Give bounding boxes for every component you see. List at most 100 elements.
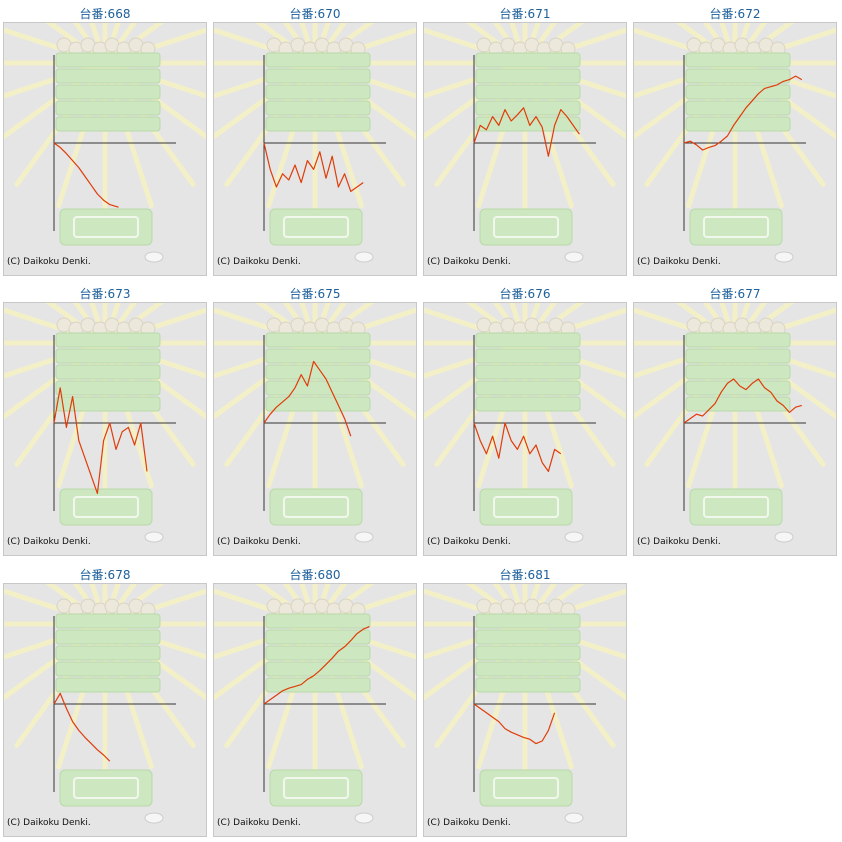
machine-number-link[interactable]: 台番:671	[499, 7, 551, 21]
box-decoration	[265, 100, 371, 116]
tray-inner-decoration	[283, 216, 349, 238]
ray-decoration	[732, 303, 768, 346]
ray-decoration	[102, 340, 154, 489]
graph-panel[interactable]: (C) Daikoku Denki.	[423, 302, 627, 556]
box-decoration	[265, 396, 371, 412]
tray-inner-decoration	[703, 496, 769, 518]
graph-card[interactable]: 台番:671 (C) Daikoku Denki.	[423, 0, 627, 276]
box-decoration	[265, 364, 371, 380]
graph-panel[interactable]: (C) Daikoku Denki.	[423, 22, 627, 276]
graph-panel[interactable]: (C) Daikoku Denki.	[423, 583, 627, 837]
box-decoration	[265, 380, 371, 396]
tray-inner-decoration	[73, 496, 139, 518]
copyright-text: (C) Daikoku Denki.	[427, 818, 511, 828]
ray-decoration	[102, 303, 138, 346]
copyright-text: (C) Daikoku Denki.	[217, 257, 301, 267]
box-decoration	[55, 396, 161, 412]
graph-panel[interactable]: (C) Daikoku Denki.	[3, 583, 207, 837]
tray-inner-decoration	[493, 777, 559, 799]
machine-number-link[interactable]: 台番:681	[499, 568, 551, 582]
ray-decoration	[719, 23, 738, 66]
background-illustration	[214, 584, 416, 824]
ray-decoration	[522, 584, 558, 627]
line-chart	[424, 303, 626, 543]
box-decoration	[685, 396, 791, 412]
machine-number-link[interactable]: 台番:676	[499, 287, 551, 301]
graph-panel[interactable]: (C) Daikoku Denki.	[213, 22, 417, 276]
box-decoration	[55, 332, 161, 348]
ray-decoration	[102, 584, 138, 627]
ray-decoration	[299, 23, 318, 66]
graph-card[interactable]: 台番:676 (C) Daikoku Denki.	[423, 280, 627, 556]
series-line	[53, 142, 119, 208]
graph-card[interactable]: 台番:672 (C) Daikoku Denki.	[633, 0, 837, 276]
series-line	[473, 107, 580, 157]
line-chart	[634, 23, 836, 263]
ray-decoration	[312, 621, 364, 770]
graph-panel[interactable]: (C) Daikoku Denki.	[3, 302, 207, 556]
ray-decoration	[509, 303, 528, 346]
coin-decoration	[354, 812, 374, 824]
box-decoration	[685, 364, 791, 380]
graph-card[interactable]: 台番:670 (C) Daikoku Denki.	[213, 0, 417, 276]
ray-decoration	[509, 23, 528, 66]
graph-panel[interactable]: (C) Daikoku Denki.	[3, 22, 207, 276]
tray-inner-decoration	[283, 496, 349, 518]
ray-decoration	[522, 340, 574, 489]
tray-inner-decoration	[493, 216, 559, 238]
coin-decoration	[144, 531, 164, 543]
graph-card[interactable]: 台番:673 (C) Daikoku Denki.	[3, 280, 207, 556]
coin-decoration	[564, 531, 584, 543]
box-decoration	[265, 661, 371, 677]
tray-inner-decoration	[73, 216, 139, 238]
line-chart	[4, 584, 206, 824]
graph-panel[interactable]: (C) Daikoku Denki.	[633, 302, 837, 556]
machine-number-link[interactable]: 台番:673	[79, 287, 131, 301]
graph-card[interactable]: 台番:677 (C) Daikoku Denki.	[633, 280, 837, 556]
box-decoration	[55, 677, 161, 693]
graph-card[interactable]: 台番:681 (C) Daikoku Denki.	[423, 561, 627, 837]
ray-decoration	[312, 303, 348, 346]
machine-number-link[interactable]: 台番:675	[289, 287, 341, 301]
ray-decoration	[299, 584, 318, 627]
ray-decoration	[102, 621, 154, 770]
background-illustration	[634, 303, 836, 543]
ray-decoration	[476, 60, 528, 209]
box-decoration	[475, 661, 581, 677]
box-decoration	[685, 84, 791, 100]
box-decoration	[685, 332, 791, 348]
machine-number-link[interactable]: 台番:678	[79, 568, 131, 582]
background-illustration	[214, 23, 416, 263]
box-decoration	[475, 613, 581, 629]
graph-panel[interactable]: (C) Daikoku Denki.	[213, 302, 417, 556]
box-decoration	[475, 100, 581, 116]
graph-card[interactable]: 台番:668 (C) Daikoku Denki.	[3, 0, 207, 276]
line-chart	[214, 23, 416, 263]
machine-number-link[interactable]: 台番:668	[79, 7, 131, 21]
line-chart	[424, 584, 626, 824]
box-decoration	[685, 116, 791, 132]
series-line	[53, 692, 111, 762]
machine-number-link[interactable]: 台番:672	[709, 7, 761, 21]
box-decoration	[685, 348, 791, 364]
box-decoration	[55, 645, 161, 661]
machine-number-link[interactable]: 台番:670	[289, 7, 341, 21]
box-decoration	[475, 677, 581, 693]
tray-inner-decoration	[703, 216, 769, 238]
graph-panel[interactable]: (C) Daikoku Denki.	[213, 583, 417, 837]
graph-card[interactable]: 台番:678 (C) Daikoku Denki.	[3, 561, 207, 837]
graph-card[interactable]: 台番:675 (C) Daikoku Denki.	[213, 280, 417, 556]
graph-card[interactable]: 台番:680 (C) Daikoku Denki.	[213, 561, 417, 837]
ray-decoration	[102, 23, 138, 66]
machine-number-link[interactable]: 台番:680	[289, 568, 341, 582]
coin-decoration	[774, 531, 794, 543]
coin-decoration	[354, 531, 374, 543]
tray-inner-decoration	[493, 496, 559, 518]
machine-number-link[interactable]: 台番:677	[709, 287, 761, 301]
box-decoration	[55, 348, 161, 364]
ray-decoration	[299, 303, 318, 346]
box-decoration	[475, 629, 581, 645]
box-decoration	[265, 116, 371, 132]
graph-panel[interactable]: (C) Daikoku Denki.	[633, 22, 837, 276]
